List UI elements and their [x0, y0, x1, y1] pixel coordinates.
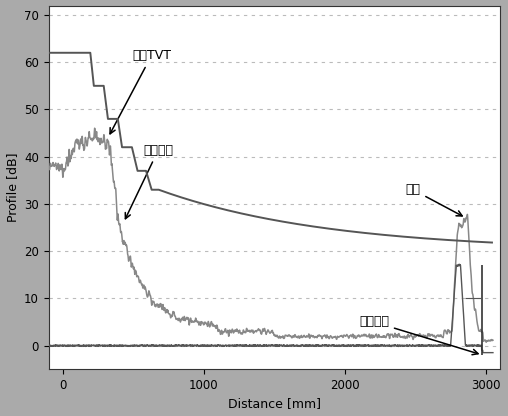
Text: 默认TVT: 默认TVT [110, 49, 171, 134]
Text: 回波标记: 回波标记 [359, 315, 478, 355]
Y-axis label: Profile [dB]: Profile [dB] [6, 153, 19, 222]
Text: 回波曲线: 回波曲线 [125, 144, 173, 219]
Text: 物位: 物位 [405, 183, 462, 216]
X-axis label: Distance [mm]: Distance [mm] [228, 397, 321, 411]
